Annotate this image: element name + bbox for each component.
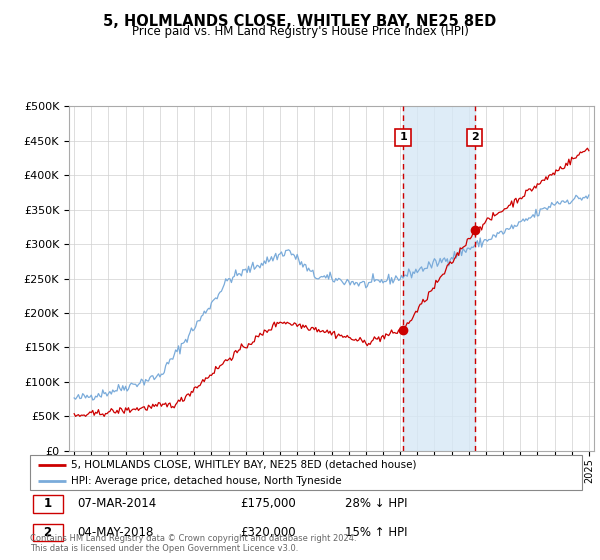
FancyBboxPatch shape [30,455,582,490]
Text: £175,000: £175,000 [240,497,296,510]
Text: 04-MAY-2018: 04-MAY-2018 [77,526,153,539]
Text: Contains HM Land Registry data © Crown copyright and database right 2024.
This d: Contains HM Land Registry data © Crown c… [30,534,356,553]
Text: 15% ↑ HPI: 15% ↑ HPI [344,526,407,539]
Text: 1: 1 [44,497,52,510]
Text: Price paid vs. HM Land Registry's House Price Index (HPI): Price paid vs. HM Land Registry's House … [131,25,469,38]
Text: 07-MAR-2014: 07-MAR-2014 [77,497,156,510]
Text: 2: 2 [44,526,52,539]
Bar [403,106,475,451]
FancyBboxPatch shape [33,524,63,541]
Text: 5, HOLMLANDS CLOSE, WHITLEY BAY, NE25 8ED (detached house): 5, HOLMLANDS CLOSE, WHITLEY BAY, NE25 8E… [71,460,417,470]
Text: 2: 2 [471,132,478,142]
Text: £320,000: £320,000 [240,526,295,539]
Text: HPI: Average price, detached house, North Tyneside: HPI: Average price, detached house, Nort… [71,475,342,486]
Text: 5, HOLMLANDS CLOSE, WHITLEY BAY, NE25 8ED: 5, HOLMLANDS CLOSE, WHITLEY BAY, NE25 8E… [103,14,497,29]
Text: 1: 1 [400,132,407,142]
FancyBboxPatch shape [33,495,63,512]
Text: 28% ↓ HPI: 28% ↓ HPI [344,497,407,510]
